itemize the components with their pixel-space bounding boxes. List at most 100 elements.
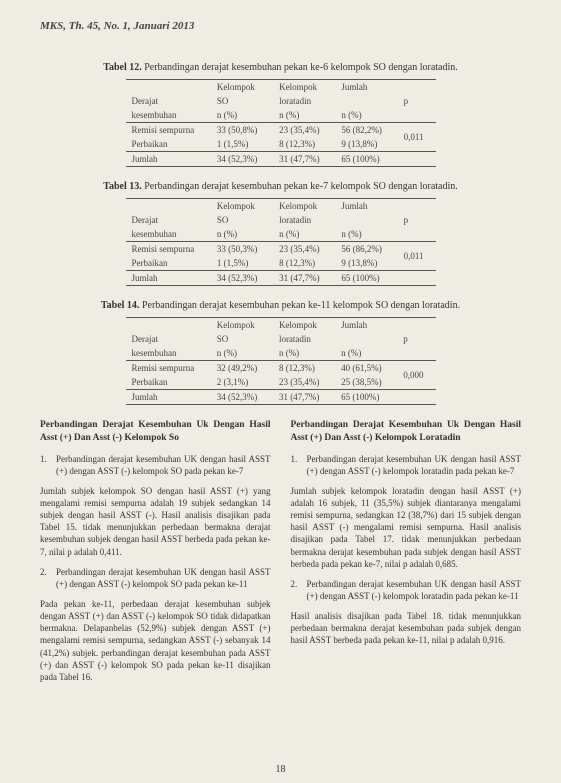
cell: 1 (1,5%) — [211, 256, 273, 271]
table13-caption: Tabel 13. Perbandingan derajat kesembuha… — [40, 181, 521, 192]
cell: 31 (47,7%) — [273, 152, 335, 167]
cell: Derajat — [126, 332, 211, 346]
cell: SO — [211, 332, 273, 346]
running-head: MKS, Th. 45, No. 1, Januari 2013 — [40, 20, 521, 32]
table13-caption-bold: Tabel 13. — [103, 181, 142, 192]
paragraph: Jumlah subjek kelompok loratadin dengan … — [291, 485, 522, 570]
cell: 31 (47,7%) — [273, 271, 335, 286]
cell: Jumlah — [126, 390, 211, 405]
cell: kesembuhan — [126, 346, 211, 361]
right-heading: Perbandingan Derajat Kesembuhan Uk Denga… — [291, 419, 522, 445]
paragraph: Jumlah subjek kelompok SO dengan hasil A… — [40, 485, 271, 558]
cell: 34 (52,3%) — [211, 271, 273, 286]
cell: 65 (100%) — [335, 152, 397, 167]
cell: Kelompok — [273, 318, 335, 333]
cell: n (%) — [211, 227, 273, 242]
item-text: Perbandingan derajat kesembuhan UK denga… — [56, 566, 271, 590]
table14: Kelompok Kelompok Jumlah Derajat SO lora… — [126, 317, 436, 405]
row-head-a: Derajat — [126, 94, 211, 108]
cell: Perbaikan — [126, 375, 211, 390]
cell: 25 (38,5%) — [335, 375, 397, 390]
cell: Jumlah — [335, 318, 397, 333]
item-num: 2. — [291, 578, 301, 602]
cell: Remisi sempurna — [126, 361, 211, 376]
cell: Remisi sempurna — [126, 123, 211, 138]
cell: 65 (100%) — [335, 390, 397, 405]
cell: p — [398, 213, 436, 227]
cell: Perbaikan — [126, 256, 211, 271]
cell: loratadin — [273, 332, 335, 346]
paragraph: Pada pekan ke-11, perbedaan derajat kese… — [40, 598, 271, 683]
cell: Kelompok — [211, 318, 273, 333]
cell: 33 (50,8%) — [211, 123, 273, 138]
cell: 32 (49,2%) — [211, 361, 273, 376]
col-jumlah: Jumlah — [335, 80, 397, 95]
item-num: 1. — [291, 453, 301, 477]
item-text: Perbandingan derajat kesembuhan UK denga… — [56, 453, 271, 477]
paragraph: Hasil analisis disajikan pada Tabel 18. … — [291, 610, 522, 646]
p-value: 0,011 — [398, 123, 436, 152]
cell: 1 (1,5%) — [211, 137, 273, 152]
cell: 23 (35,4%) — [273, 242, 335, 257]
cell: n (%) — [273, 108, 335, 123]
cell: 65 (100%) — [335, 271, 397, 286]
cell: 34 (52,3%) — [211, 390, 273, 405]
cell: Perbaikan — [126, 137, 211, 152]
cell: p — [397, 332, 435, 346]
cell: 23 (35,4%) — [273, 123, 335, 138]
table12-caption-bold: Tabel 12. — [103, 62, 142, 73]
cell: loratadin — [273, 213, 335, 227]
cell: n (%) — [273, 346, 335, 361]
cell: SO — [211, 94, 273, 108]
cell: n (%) — [211, 346, 273, 361]
item-text: Perbandingan derajat kesembuhan UK denga… — [307, 578, 522, 602]
col-lor: Kelompok — [273, 80, 335, 95]
right-column: Perbandingan Derajat Kesembuhan Uk Denga… — [291, 419, 522, 691]
item-num: 1. — [40, 453, 50, 477]
cell: 2 (3,1%) — [211, 375, 273, 390]
table12-caption: Tabel 12. Perbandingan derajat kesembuha… — [40, 62, 521, 73]
cell: Jumlah — [126, 152, 211, 167]
body-columns: Perbandingan Derajat Kesembuhan Uk Denga… — [40, 419, 521, 691]
col-p: p — [398, 94, 436, 108]
left-column: Perbandingan Derajat Kesembuhan Uk Denga… — [40, 419, 271, 691]
table13-caption-text: Perbandingan derajat kesembuhan pekan ke… — [142, 181, 458, 192]
cell: SO — [211, 213, 273, 227]
cell: n (%) — [273, 227, 335, 242]
cell: Remisi sempurna — [126, 242, 211, 257]
cell: Jumlah — [335, 199, 397, 214]
cell: 8 (12,3%) — [273, 361, 335, 376]
table14-caption-text: Perbandingan derajat kesembuhan pekan ke… — [139, 300, 460, 311]
cell: 31 (47,7%) — [273, 390, 335, 405]
row-head-b: kesembuhan — [126, 108, 211, 123]
left-heading: Perbandingan Derajat Kesembuhan Uk Denga… — [40, 419, 271, 445]
p-value: 0,000 — [397, 361, 435, 390]
p-value: 0,011 — [398, 242, 436, 271]
table12-caption-text: Perbandingan derajat kesembuhan pekan ke… — [142, 62, 458, 73]
cell: 56 (82,2%) — [335, 123, 397, 138]
cell: Kelompok — [273, 199, 335, 214]
cell: n (%) — [335, 346, 397, 361]
cell: kesembuhan — [126, 227, 211, 242]
cell: 56 (86,2%) — [335, 242, 397, 257]
item-num: 2. — [40, 566, 50, 590]
cell: 9 (13,8%) — [335, 256, 397, 271]
cell: 9 (13,8%) — [335, 137, 397, 152]
cell: n (%) — [335, 108, 397, 123]
table13: Kelompok Kelompok Jumlah Derajat SO lora… — [126, 198, 436, 286]
cell: Jumlah — [126, 271, 211, 286]
cell: 34 (52,3%) — [211, 152, 273, 167]
cell: 33 (50,3%) — [211, 242, 273, 257]
cell: 8 (12,3%) — [273, 256, 335, 271]
table12: Kelompok Kelompok Jumlah Derajat SO lora… — [126, 79, 436, 167]
table14-caption: Tabel 14. Perbandingan derajat kesembuha… — [40, 300, 521, 311]
table14-caption-bold: Tabel 14. — [101, 300, 140, 311]
cell: 40 (61,5%) — [335, 361, 397, 376]
item-text: Perbandingan derajat kesembuhan UK denga… — [307, 453, 522, 477]
cell: Derajat — [126, 213, 211, 227]
cell: n (%) — [335, 227, 397, 242]
cell: 8 (12,3%) — [273, 137, 335, 152]
col-so: Kelompok — [211, 80, 273, 95]
cell: 23 (35,4%) — [273, 375, 335, 390]
cell: Kelompok — [211, 199, 273, 214]
